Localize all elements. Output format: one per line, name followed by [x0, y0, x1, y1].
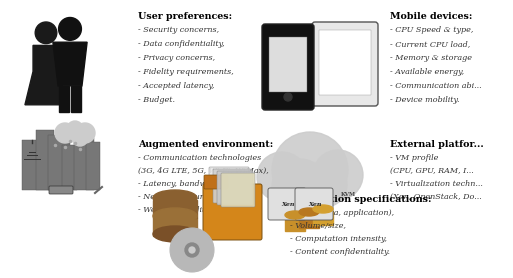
Circle shape [185, 243, 199, 257]
Ellipse shape [299, 208, 319, 216]
Text: - Device mobility.: - Device mobility. [390, 96, 460, 104]
Text: (Xen, OpenStack, Do...: (Xen, OpenStack, Do... [390, 193, 482, 201]
Text: - Fidelity requirements,: - Fidelity requirements, [138, 68, 234, 76]
Text: Augmented environment:: Augmented environment: [138, 140, 273, 149]
Text: (CPU, GPU, RAM, I...: (CPU, GPU, RAM, I... [390, 167, 473, 175]
Bar [313, 211, 333, 225]
Text: - Security concerns,: - Security concerns, [138, 26, 219, 34]
Text: - Latency, bandwidth,: - Latency, bandwidth, [138, 180, 225, 188]
Circle shape [284, 93, 292, 101]
Bar [59, 86, 69, 113]
Bar [86, 142, 100, 190]
Circle shape [67, 121, 83, 137]
Circle shape [303, 163, 347, 207]
Text: Xen: Xen [281, 202, 294, 207]
Text: - Current CPU load,: - Current CPU load, [390, 40, 470, 48]
Bar [36, 130, 54, 190]
Text: - Weather conditions.: - Weather conditions. [138, 206, 224, 214]
Text: External platfor...: External platfor... [390, 140, 484, 149]
Circle shape [313, 150, 363, 200]
Ellipse shape [285, 211, 305, 219]
Bar [62, 145, 77, 190]
FancyBboxPatch shape [312, 22, 378, 106]
Text: User preferences:: User preferences: [138, 12, 232, 21]
Bar [299, 214, 319, 228]
Circle shape [58, 18, 82, 40]
Text: - Computation intensity,: - Computation intensity, [290, 235, 387, 243]
Circle shape [75, 123, 95, 143]
Circle shape [189, 247, 195, 253]
Text: - Volume/size,: - Volume/size, [290, 222, 346, 230]
Polygon shape [25, 45, 67, 105]
FancyBboxPatch shape [217, 171, 253, 205]
Text: Application specifications:: Application specifications: [290, 195, 431, 204]
Bar [269, 37, 307, 92]
Text: - CPU Speed & type,: - CPU Speed & type, [390, 26, 473, 34]
Text: Mobile devices:: Mobile devices: [390, 12, 472, 21]
FancyBboxPatch shape [203, 184, 262, 240]
Ellipse shape [153, 226, 197, 242]
FancyBboxPatch shape [213, 169, 251, 203]
Circle shape [272, 159, 328, 215]
FancyBboxPatch shape [204, 175, 228, 189]
Text: - Accepted latency,: - Accepted latency, [138, 82, 214, 90]
Polygon shape [53, 42, 87, 86]
Bar [153, 218, 197, 236]
Bar [74, 138, 94, 190]
Text: - Data confidentiality,: - Data confidentiality, [138, 40, 225, 48]
Text: - Memory & storage: - Memory & storage [390, 54, 472, 62]
Text: Xen: Xen [308, 202, 322, 207]
Circle shape [272, 132, 348, 208]
Text: - VM profile: - VM profile [390, 154, 439, 162]
Circle shape [55, 123, 75, 143]
Circle shape [72, 130, 88, 146]
Ellipse shape [153, 208, 197, 224]
Text: - Communication technologies: - Communication technologies [138, 154, 261, 162]
FancyBboxPatch shape [262, 24, 314, 110]
Circle shape [170, 228, 214, 272]
FancyBboxPatch shape [295, 188, 333, 220]
Circle shape [35, 22, 57, 44]
Bar [48, 135, 70, 190]
Text: KVM: KVM [341, 192, 356, 197]
FancyBboxPatch shape [221, 173, 255, 207]
Text: (3G, 4G LTE, 5G, Wi-Fi, WiMax),: (3G, 4G LTE, 5G, Wi-Fi, WiMax), [138, 167, 269, 175]
FancyBboxPatch shape [268, 188, 306, 220]
Text: - Communication abi...: - Communication abi... [390, 82, 482, 90]
Text: - Available energy,: - Available energy, [390, 68, 464, 76]
Ellipse shape [153, 190, 197, 206]
FancyBboxPatch shape [49, 186, 73, 194]
Bar [22, 140, 50, 190]
Ellipse shape [313, 205, 333, 213]
Text: - Content confidentiality.: - Content confidentiality. [290, 248, 390, 256]
Bar [71, 86, 81, 113]
Bar [285, 217, 305, 231]
Bar [319, 30, 371, 95]
FancyBboxPatch shape [209, 167, 249, 201]
Text: - Virtualization techn...: - Virtualization techn... [390, 180, 483, 188]
Text: - Privacy concerns,: - Privacy concerns, [138, 54, 215, 62]
Text: - Budget.: - Budget. [138, 96, 175, 104]
Circle shape [257, 152, 307, 202]
Text: - Type (data, application),: - Type (data, application), [290, 209, 394, 217]
Bar [153, 200, 197, 218]
Text: - Network security,: - Network security, [138, 193, 215, 201]
